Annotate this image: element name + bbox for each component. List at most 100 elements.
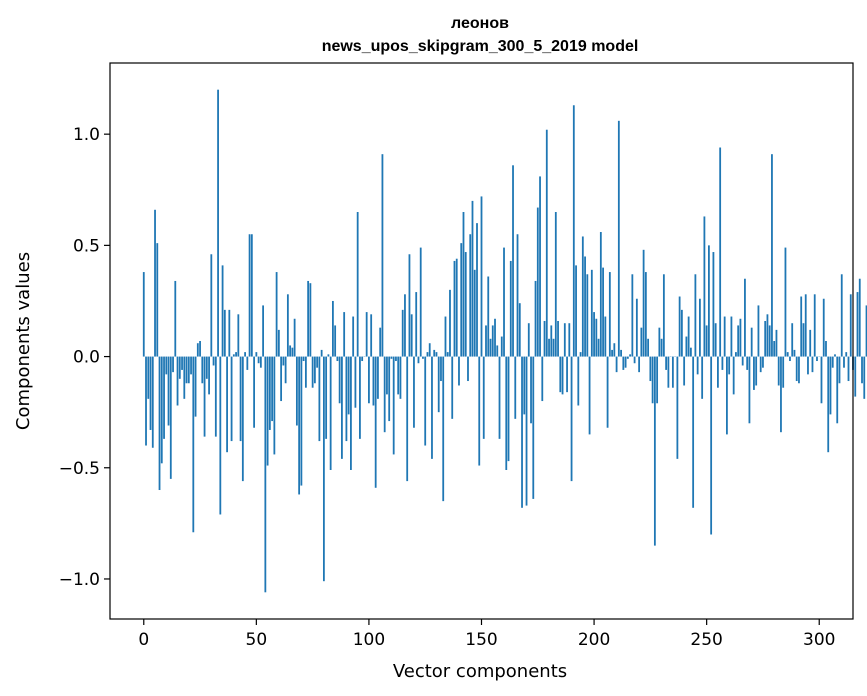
bar [500,336,503,357]
bar [849,294,852,357]
bar [221,265,224,357]
bar [854,356,857,397]
bar [579,352,582,357]
bar [248,234,251,357]
bar [347,356,350,415]
bars-group [142,89,867,593]
bar [523,356,526,415]
bar [370,314,373,357]
bar [426,352,429,357]
bar [507,356,510,462]
bar [721,356,724,370]
bar [293,318,296,357]
bar [354,356,357,408]
bar [377,356,379,399]
bar [212,356,215,366]
bar [316,356,319,368]
bar [422,356,424,359]
bar [525,356,528,506]
bar [755,356,758,386]
bar [295,356,298,426]
bar [530,356,532,424]
bar [241,356,244,482]
bar [552,338,555,357]
bar [413,356,415,428]
bar [201,356,204,384]
bar [250,234,253,357]
bar [496,345,499,357]
bar [622,356,625,370]
bar [775,329,778,357]
bar [741,356,744,366]
bar [325,356,328,439]
bar [858,278,861,357]
bar [557,320,559,357]
bar [687,316,690,357]
bar [226,356,228,453]
bar [834,354,836,357]
bar [631,274,634,357]
bar [617,120,620,357]
bar [300,356,303,486]
bar [494,318,496,357]
bar [804,294,807,357]
bar [671,356,674,388]
bar [289,345,292,357]
bar [145,356,147,446]
bar [570,356,573,482]
bar [577,356,580,406]
bar [757,305,760,357]
bar [856,292,859,357]
bar [410,314,413,357]
bar [620,349,622,357]
bar [390,356,393,359]
bar [404,294,406,357]
bar [744,278,746,357]
bar [449,289,451,357]
bar [759,356,762,373]
bar [548,338,550,357]
bar [381,154,384,357]
bar [717,356,719,388]
bar [651,356,654,404]
bar [172,356,174,373]
bar [359,356,361,439]
bar [581,236,584,357]
bar [633,356,636,364]
x-tick-label: 200 [578,630,610,650]
bar [302,356,305,362]
bar [356,212,359,357]
bar [205,356,208,379]
bar [388,356,391,422]
bar [451,356,454,419]
bar [311,356,314,388]
bar [518,303,521,357]
bar [210,254,213,357]
bar [298,356,301,495]
bar [714,323,717,357]
bar [185,356,188,384]
bar [568,323,571,357]
bar [642,249,645,357]
x-tick-label: 100 [353,630,385,650]
bar [816,356,818,362]
bar [737,325,740,357]
bar [458,356,460,386]
bar [561,356,564,395]
bar [485,325,487,357]
bar [214,356,217,437]
bar [154,209,156,357]
bar [809,329,812,357]
bar [696,356,699,375]
bar [559,356,562,393]
bar [453,260,456,357]
bar [437,356,440,413]
bar [710,356,713,535]
bar [701,356,704,399]
bar [352,316,355,357]
bar [253,356,255,428]
y-tick-label: 0.5 [73,236,100,256]
bar [647,338,650,357]
bar [789,356,791,362]
